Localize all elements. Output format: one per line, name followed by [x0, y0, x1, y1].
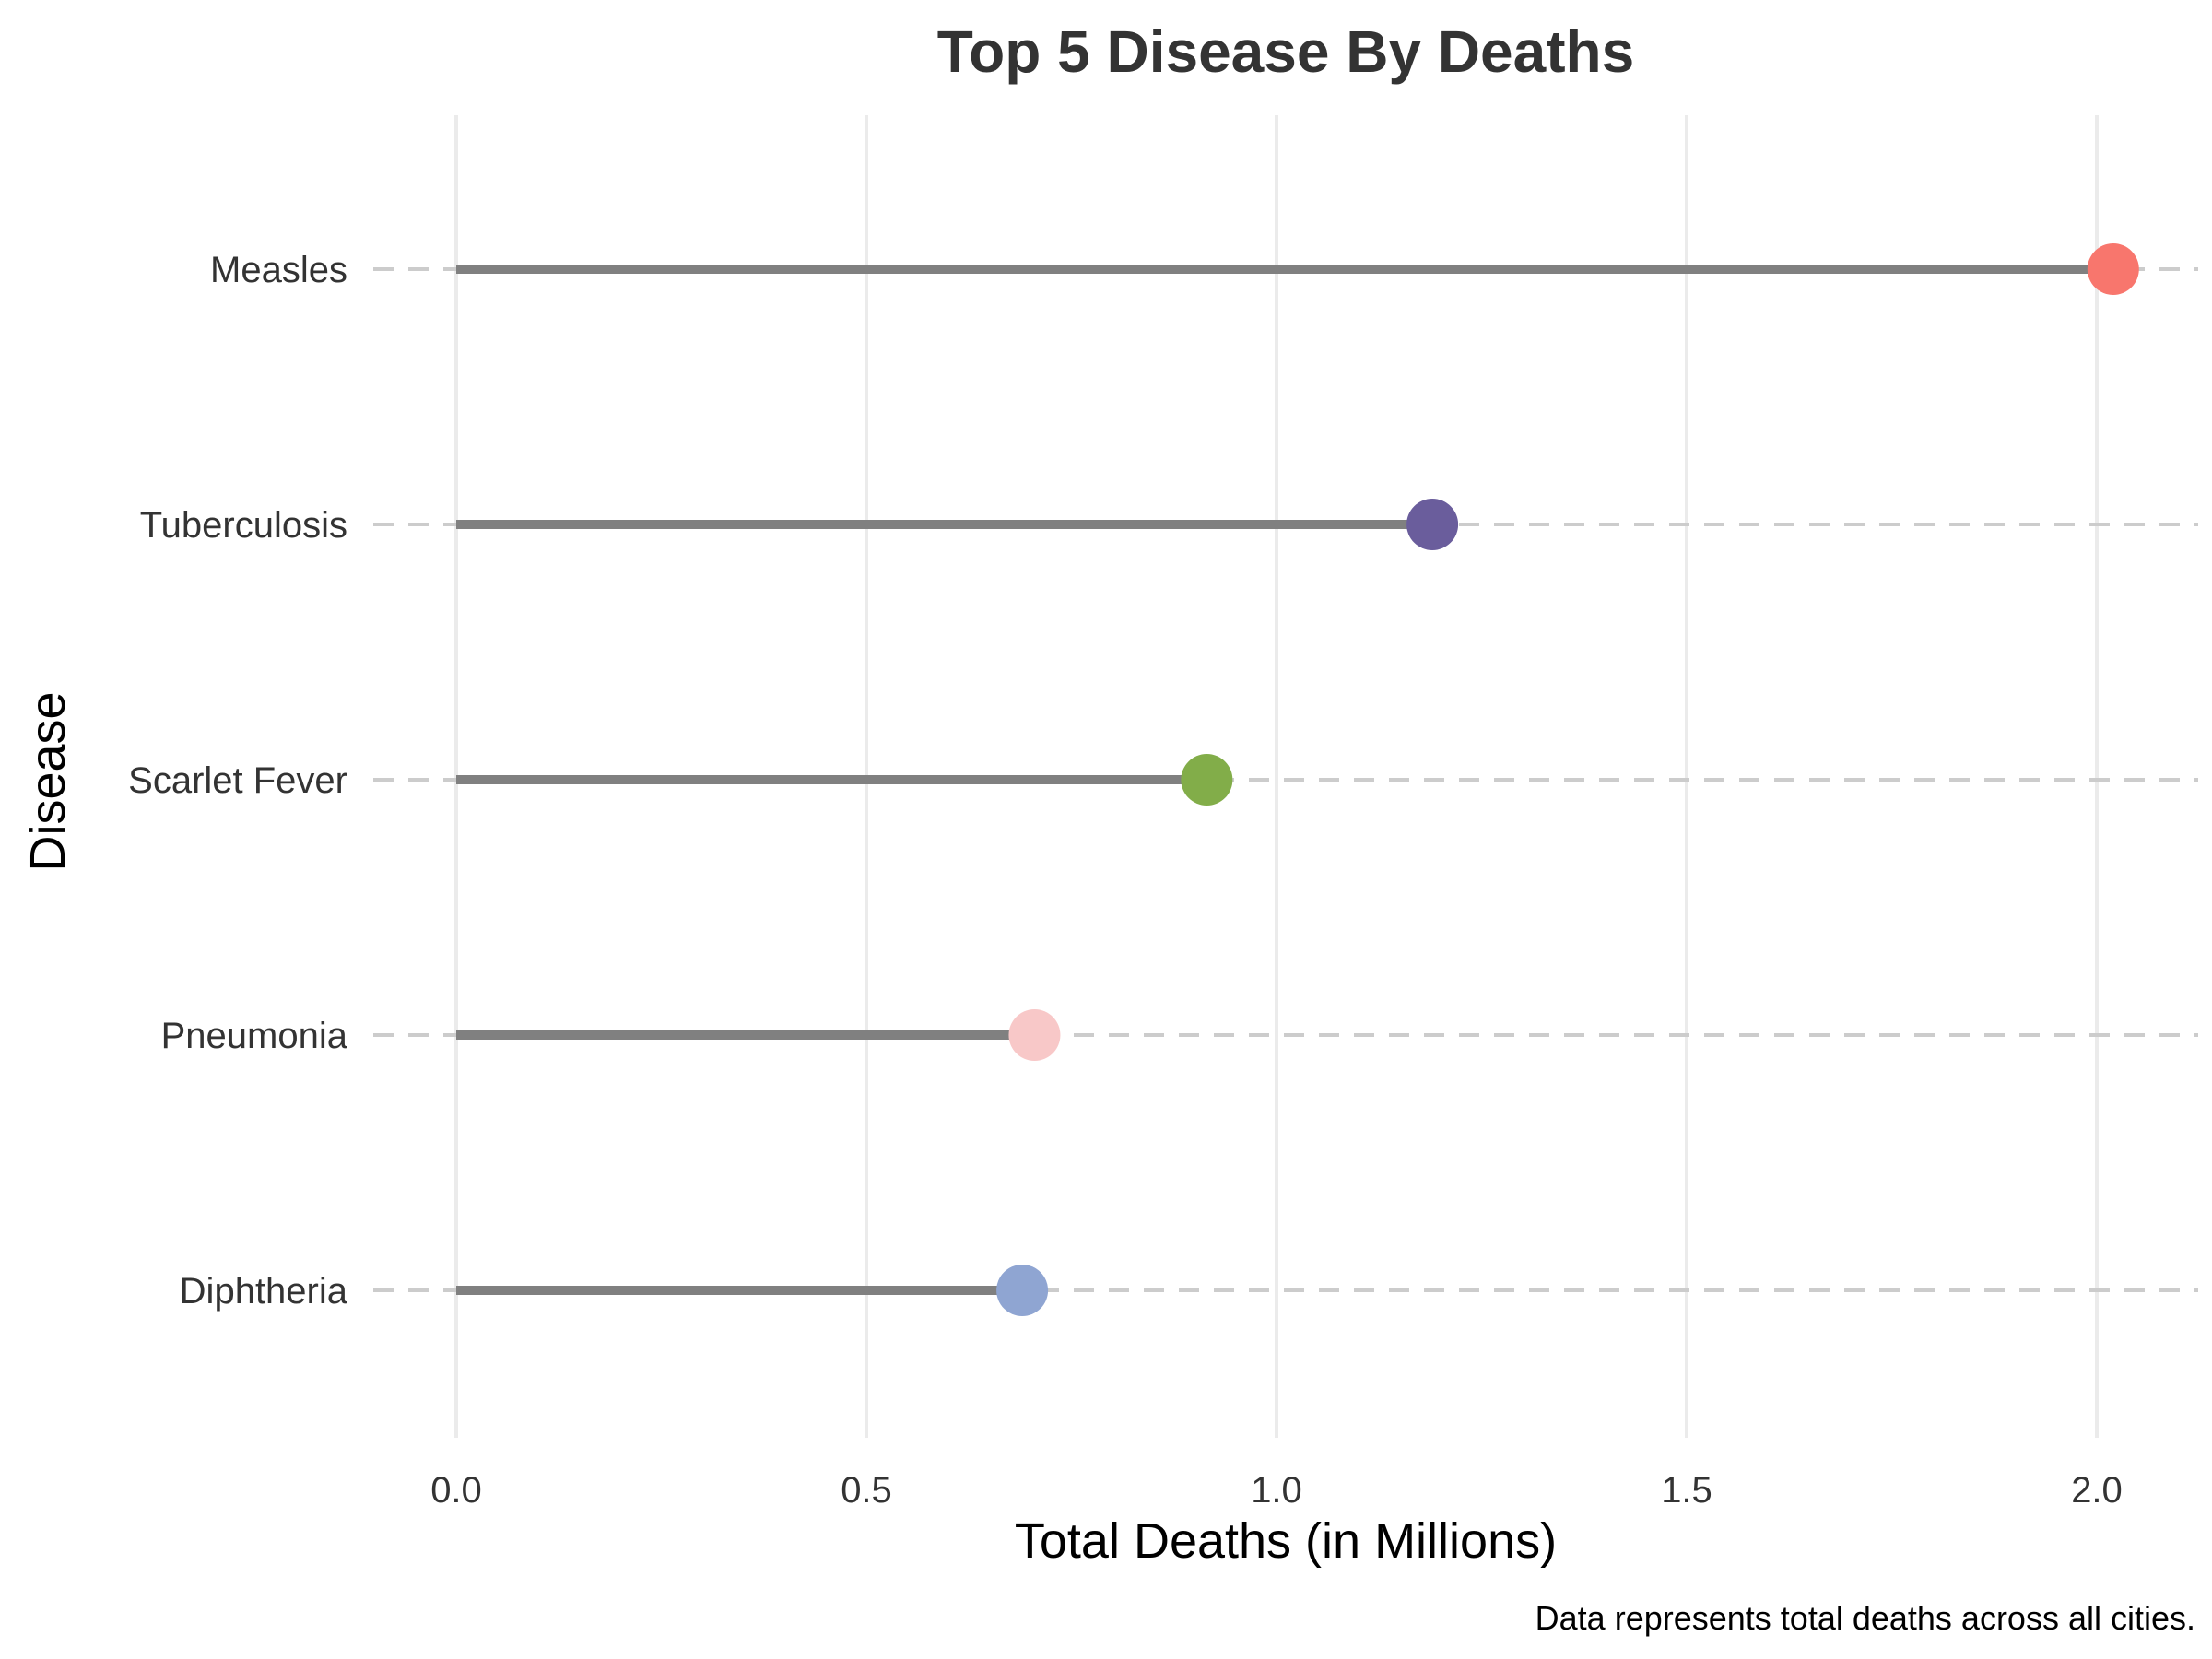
- y-tick-label-pneumonia: Pneumonia: [161, 1016, 348, 1056]
- x-axis-title: Total Deaths (in Millions): [1015, 1513, 1557, 1569]
- y-tick-label-measles: Measles: [210, 250, 347, 290]
- point-scarlet-fever: [1181, 754, 1233, 806]
- stem-layer: [456, 265, 2113, 1295]
- point-tuberculosis: [1406, 499, 1459, 550]
- chart-caption: Data represents total deaths across all …: [1535, 1599, 2195, 1637]
- x-tick-labels: 0.0 0.5 1.0 1.5 2.0: [430, 1470, 2123, 1511]
- grid-layer: [454, 115, 2099, 1438]
- y-tick-label-diphtheria: Diphtheria: [180, 1271, 348, 1312]
- x-tick-label-0-5: 0.5: [841, 1470, 892, 1511]
- y-tick-label-scarlet-fever: Scarlet Fever: [128, 760, 347, 801]
- point-diphtheria: [996, 1265, 1049, 1316]
- x-tick-label-2-0: 2.0: [2071, 1470, 2123, 1511]
- y-tick-label-tuberculosis: Tuberculosis: [140, 505, 347, 546]
- x-tick-label-0-0: 0.0: [430, 1470, 482, 1511]
- y-tick-labels: Measles Tuberculosis Scarlet Fever Pneumoni…: [128, 250, 348, 1312]
- x-tick-label-1-0: 1.0: [1251, 1470, 1302, 1511]
- x-tick-label-1-5: 1.5: [1661, 1470, 1712, 1511]
- point-measles: [2087, 243, 2139, 295]
- point-pneumonia: [1008, 1009, 1061, 1061]
- point-layer: [996, 243, 2139, 1316]
- y-axis-title: Disease: [20, 691, 76, 871]
- chart-title: Top 5 Disease By Deaths: [937, 18, 1634, 85]
